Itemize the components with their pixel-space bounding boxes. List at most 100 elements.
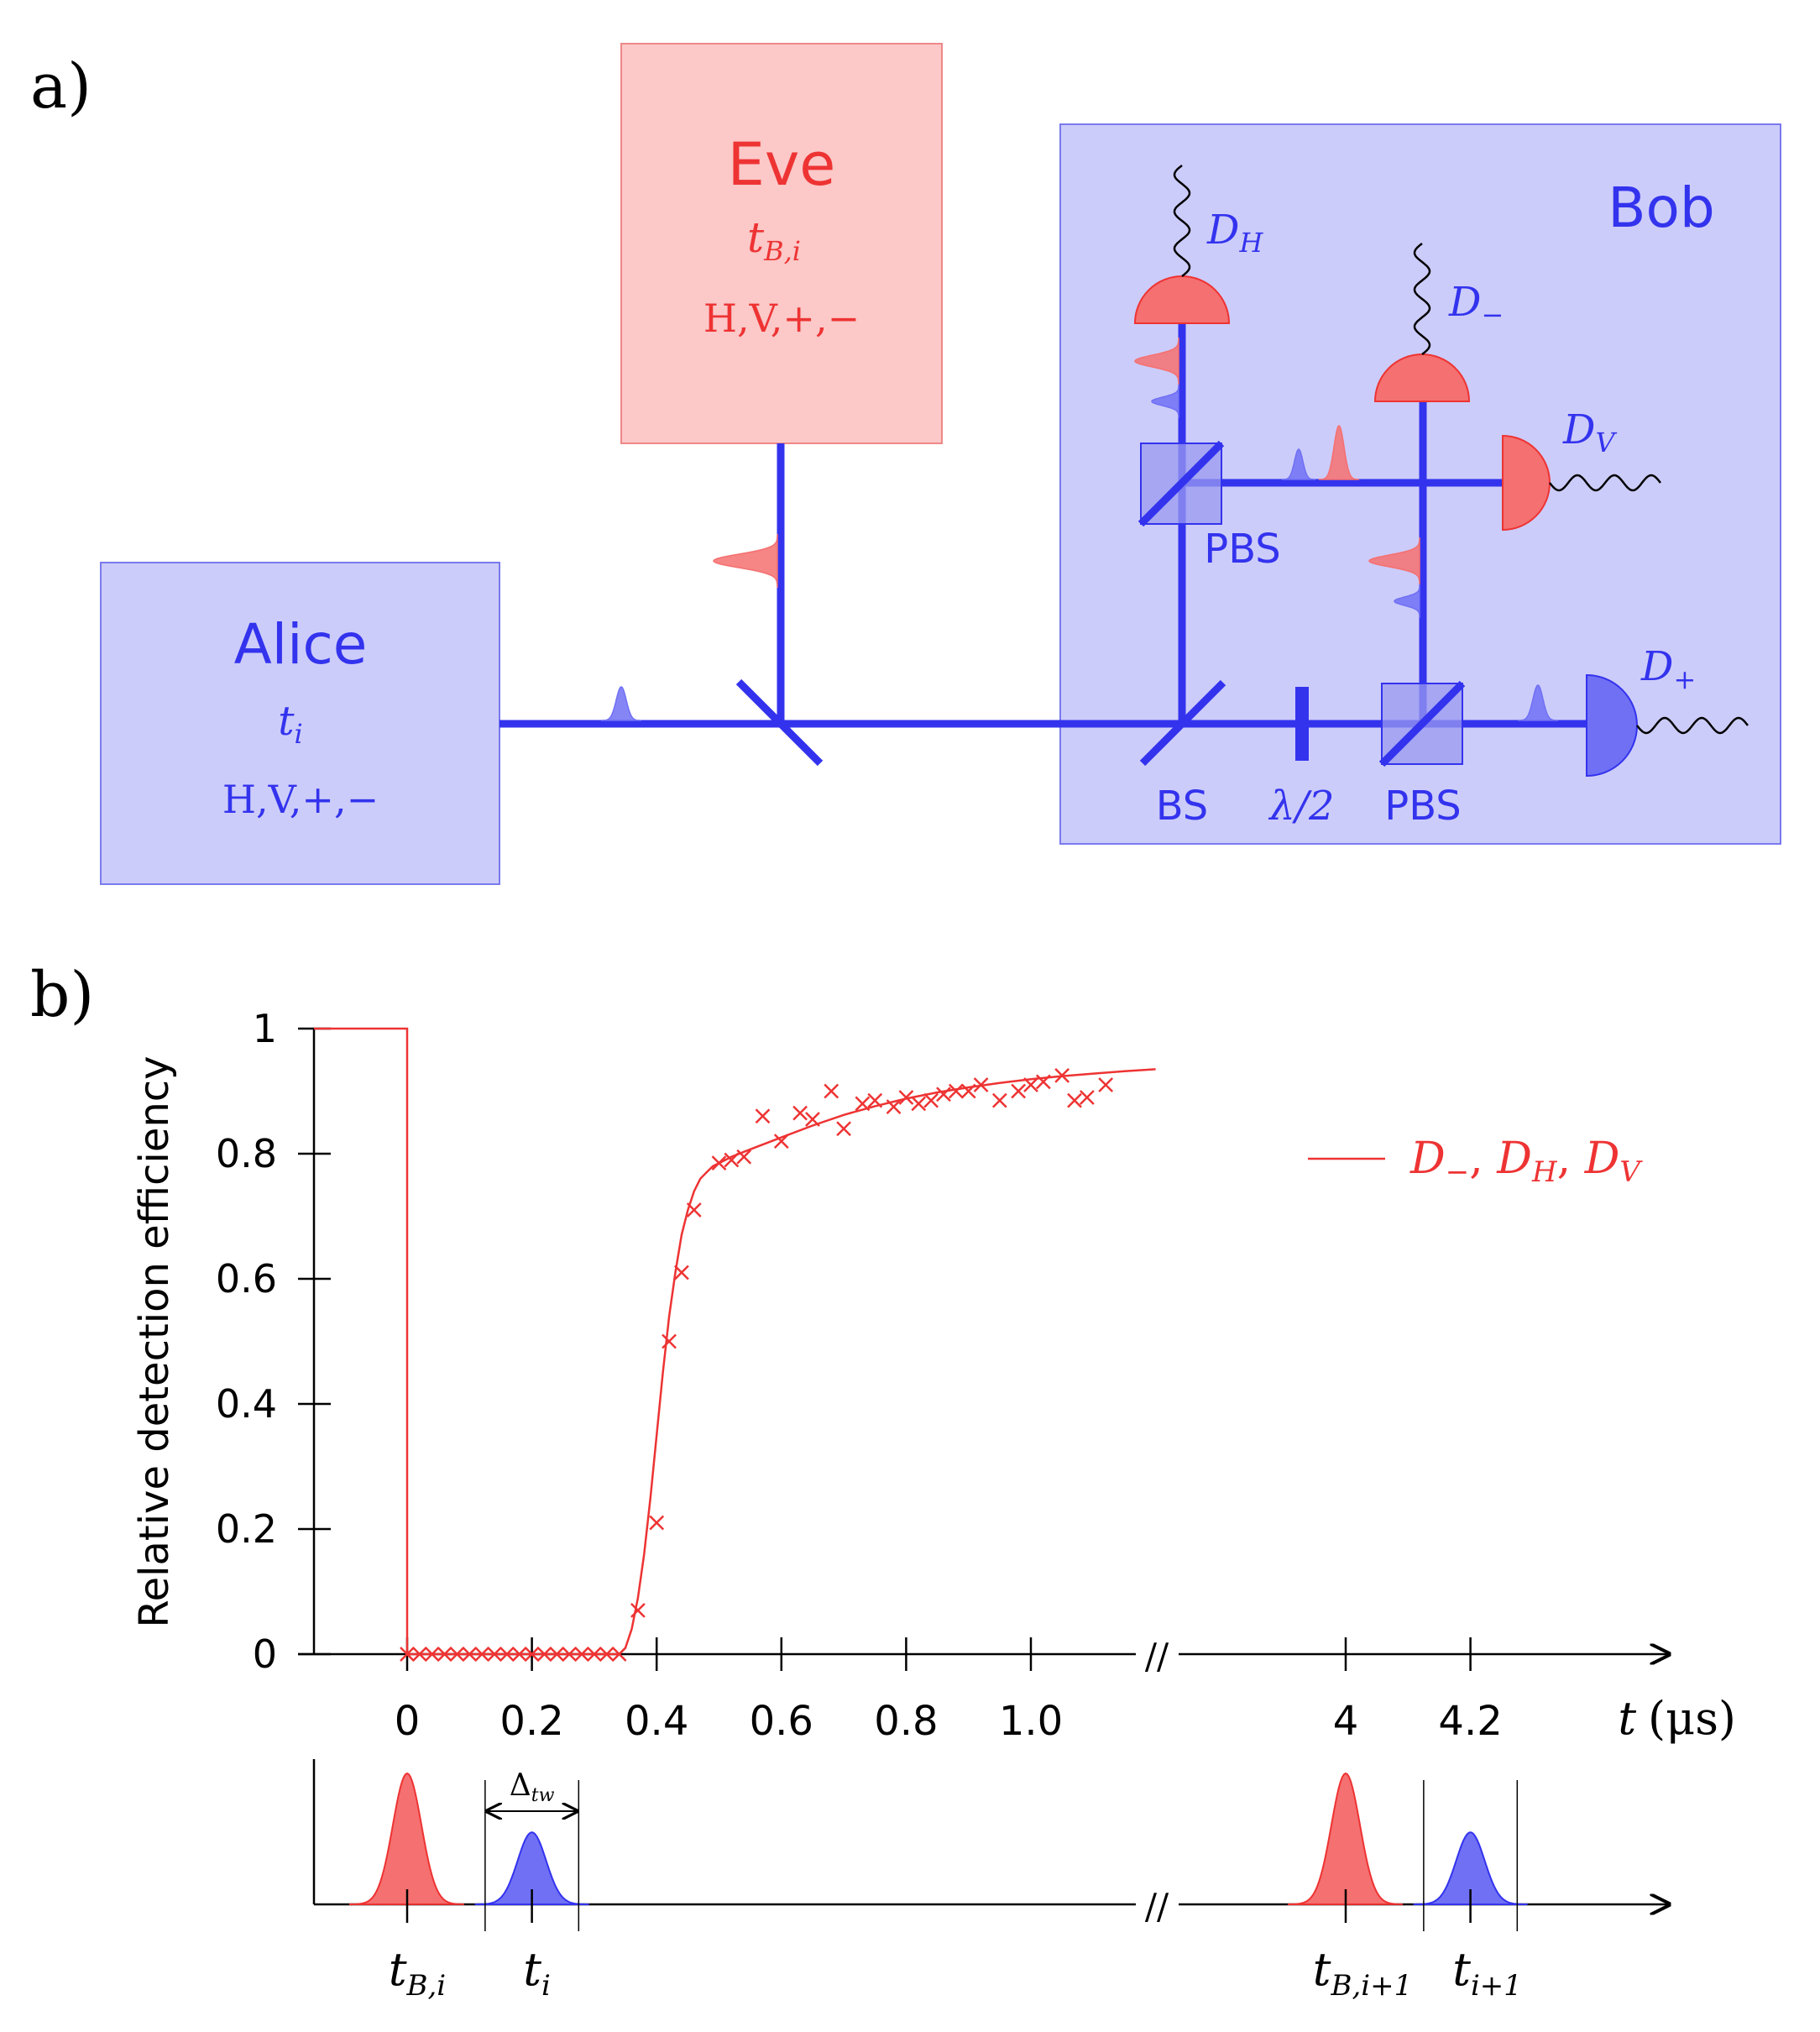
- bob-beam-splitter: [1139, 679, 1226, 767]
- data-point-stroke-b: [536, 1647, 552, 1662]
- y-tick-label-1: 0.2: [216, 1506, 277, 1552]
- data-markers: [400, 1067, 1114, 1662]
- timeline-pulse-ti: [474, 1831, 589, 1905]
- data-point: [1011, 1083, 1027, 1099]
- pbs-top-diagonal: [1138, 440, 1225, 527]
- beam-pulses: [601, 338, 1558, 721]
- x-tick-label-4: 0.8: [874, 1698, 938, 1745]
- data-point: [936, 1087, 951, 1102]
- data-point-stroke-b: [449, 1647, 465, 1662]
- data-point-stroke-b: [524, 1647, 540, 1662]
- data-point: [524, 1647, 540, 1662]
- data-point-stroke-b: [886, 1099, 902, 1115]
- data-point: [1098, 1077, 1114, 1092]
- data-point-stroke-b: [599, 1647, 615, 1662]
- data-point: [562, 1647, 578, 1662]
- data-point: [536, 1647, 552, 1662]
- data-point-stroke-b: [549, 1647, 565, 1662]
- alice-time-sub: i: [295, 718, 303, 750]
- x-axis-unit: (μs): [1648, 1692, 1736, 1745]
- bs-label: BS: [1156, 783, 1209, 830]
- panel-b-label: b): [30, 959, 94, 1031]
- data-point: [449, 1647, 465, 1662]
- data-point-stroke-b: [836, 1121, 851, 1137]
- pulse-plus: [1518, 684, 1558, 721]
- data-point: [1079, 1090, 1095, 1105]
- data-point-stroke-b: [611, 1647, 627, 1662]
- data-point: [724, 1152, 740, 1168]
- data-point-stroke-b: [411, 1647, 427, 1662]
- pulse-v-blue: [1282, 448, 1315, 480]
- alice-box: [100, 562, 500, 885]
- data-point: [462, 1647, 478, 1662]
- timeline-pulse-tB,i+1: [1288, 1772, 1404, 1906]
- timeline-label-ti: ti: [523, 1943, 551, 2003]
- delta-tw-sub: tw: [531, 1785, 555, 1806]
- detector-plus-label: D+: [1640, 643, 1696, 695]
- data-point: [499, 1647, 515, 1662]
- pulse-minus-blue: [1394, 584, 1420, 618]
- y-tick-label-5: 1: [253, 1006, 277, 1051]
- x-ticks: 0 0.2 0.4 0.6 0.8 1.0 4 4.2: [395, 1637, 1503, 1745]
- data-point: [437, 1647, 452, 1662]
- data-point-stroke-b: [724, 1152, 740, 1168]
- delta-tw-label: Δtw: [510, 1768, 555, 1806]
- data-point-stroke-b: [487, 1647, 502, 1662]
- timeline-label-tb: tB,i: [389, 1943, 446, 2003]
- data-point-stroke-b: [867, 1092, 883, 1108]
- pulse-eve: [713, 534, 778, 588]
- data-point-stroke-b: [630, 1602, 646, 1618]
- detector-v: [1502, 434, 1551, 532]
- data-point: [755, 1108, 771, 1124]
- detector-plus-main: D: [1640, 643, 1673, 690]
- data-point-stroke-b: [674, 1265, 689, 1280]
- y-tick-label-2: 0.4: [216, 1381, 277, 1427]
- data-point: [792, 1105, 808, 1121]
- bob-title: Bob: [1608, 175, 1715, 240]
- eve-box: [620, 43, 943, 444]
- timeline-label-tb1-main: t: [1313, 1943, 1331, 1996]
- data-point-stroke-b: [855, 1096, 871, 1112]
- data-point-stroke-b: [911, 1096, 927, 1112]
- data-point-stroke-b: [936, 1087, 951, 1102]
- detector-minus-sub: −: [1481, 299, 1504, 331]
- x-tick-label-5: 1.0: [999, 1698, 1063, 1745]
- pulse-h-blue: [1151, 385, 1179, 418]
- data-point-stroke-b: [973, 1077, 989, 1092]
- alice-title: Alice: [234, 612, 368, 677]
- timeline-label-tb1: tB,i+1: [1313, 1943, 1413, 2003]
- pbs-top-label: PBS: [1204, 526, 1281, 573]
- eve-title: Eve: [728, 130, 836, 199]
- timeline-label-tb-main: t: [389, 1943, 407, 1996]
- legend-sep2: ,: [1557, 1134, 1585, 1184]
- data-point-stroke-b: [711, 1155, 727, 1171]
- data-point-stroke-b: [499, 1647, 515, 1662]
- waveplate-label: λ/2: [1268, 783, 1334, 830]
- data-point: [649, 1515, 665, 1531]
- timeline-pulses: [349, 1772, 1528, 1923]
- data-point-stroke-b: [1011, 1083, 1027, 1099]
- timeline-label-ti1: ti+1: [1452, 1943, 1522, 2003]
- panel-a: a) Alice ti H,V,+,− Eve tB,i H,V,+,− Bob: [30, 43, 1781, 885]
- data-point-stroke-b: [1054, 1067, 1070, 1083]
- data-point-stroke-b: [437, 1647, 452, 1662]
- eve-time: tB,i: [747, 213, 801, 267]
- half-wave-plate: [1295, 687, 1309, 761]
- data-point: [773, 1134, 789, 1149]
- alice-time: ti: [278, 698, 303, 750]
- data-point: [662, 1333, 677, 1349]
- pulse-v-red: [1319, 425, 1359, 480]
- data-point: [424, 1647, 440, 1662]
- pbs-bottom-label: PBS: [1384, 783, 1462, 830]
- timeline-pulse-tB,i: [349, 1772, 465, 1906]
- data-point-stroke-b: [1067, 1092, 1082, 1108]
- eve-time-sub: B,i: [763, 235, 801, 267]
- data-point: [611, 1647, 627, 1662]
- x-tick-label-2: 0.4: [625, 1698, 688, 1745]
- alice-time-var: t: [278, 698, 295, 745]
- detector-h-sub: H: [1238, 227, 1263, 259]
- data-point: [855, 1096, 871, 1112]
- eve-beam-splitter: [735, 678, 824, 767]
- detector-v-label: DV: [1562, 406, 1617, 458]
